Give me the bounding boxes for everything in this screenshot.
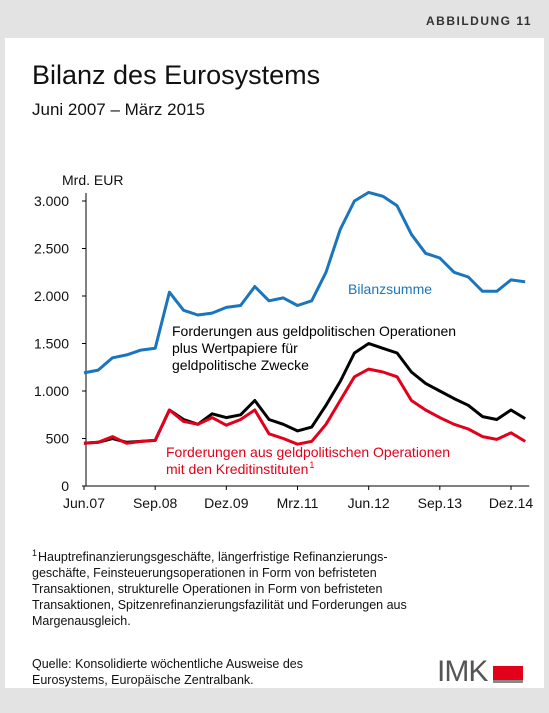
- chart-subtitle: Juni 2007 – März 2015: [32, 100, 205, 119]
- x-tick-label: Dez.09: [204, 495, 249, 511]
- logo-bar-base: [493, 680, 523, 683]
- annotation: plus Wertpapiere für: [172, 340, 298, 356]
- panel: [5, 38, 544, 688]
- series-line: [83, 190, 526, 375]
- annotation: Forderungen aus geldpolitischen Operatio…: [166, 444, 450, 460]
- series-line: [83, 367, 526, 446]
- annotation: Forderungen aus geldpolitischen Operatio…: [172, 323, 456, 339]
- y-axis-label: Mrd. EUR: [62, 172, 123, 188]
- footnote-line: Transaktionen, strukturelle Operationen …: [32, 582, 382, 596]
- y-tick-label: 2.000: [34, 288, 69, 304]
- x-tick-label: Jun.07: [63, 495, 105, 511]
- x-tick-label: Sep.08: [133, 495, 178, 511]
- annotation: geldpolitische Zwecke: [172, 357, 309, 373]
- x-tick-label: Sep.13: [418, 495, 463, 511]
- source-line: Quelle: Konsolidierte wöchentliche Auswe…: [32, 657, 303, 671]
- y-tick-label: 0: [61, 478, 69, 494]
- source-line: Eurosystems, Europäische Zentralbank.: [32, 673, 254, 687]
- footnote-line: Hauptrefinanzierungsgeschäfte, längerfri…: [38, 550, 388, 564]
- figure-label: ABBILDUNG 11: [426, 14, 532, 28]
- x-tick-label: Jun.12: [348, 495, 390, 511]
- chart-title: Bilanz des Eurosystems: [32, 60, 320, 90]
- logo-bar: [493, 666, 523, 680]
- source: Quelle: Konsolidierte wöchentliche Auswe…: [32, 657, 303, 687]
- annotation-superscript: 1: [309, 460, 314, 470]
- y-tick-label: 2.500: [34, 241, 69, 257]
- footnote-line: Transaktionen, Spitzenrefinanzierungsfaz…: [32, 598, 407, 612]
- annotation: mit den Kreditinstituten: [166, 461, 308, 477]
- x-tick-label: Dez.14: [489, 495, 534, 511]
- footnote-line: geschäfte, Feinsteuerungsoperationen in …: [32, 566, 377, 580]
- footnote: Hauptrefinanzierungsgeschäfte, längerfri…: [32, 550, 407, 628]
- y-tick-label: 3.000: [34, 193, 69, 209]
- y-tick-label: 1.000: [34, 383, 69, 399]
- plot: 0 500 1.000 1.500 2.000 2.500 3.000 Jun.07 Sep.0…: [34, 190, 534, 511]
- y-tick-label: 500: [46, 431, 70, 447]
- logo: IMK: [437, 655, 488, 688]
- footnote-mark: 1: [32, 548, 37, 558]
- annotation: Bilanzsumme: [348, 281, 432, 297]
- y-tick-label: 1.500: [34, 336, 69, 352]
- x-tick-label: Mrz.11: [277, 495, 319, 511]
- footnote-line: Margenausgleich.: [32, 614, 131, 628]
